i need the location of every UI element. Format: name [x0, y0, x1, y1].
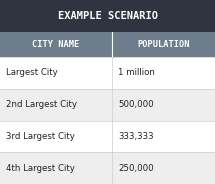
Text: POPULATION: POPULATION: [137, 40, 190, 49]
Text: Largest City: Largest City: [6, 68, 58, 77]
Bar: [0, 121, 215, 152]
Text: 1 million: 1 million: [118, 68, 155, 77]
Bar: [0, 89, 215, 121]
Bar: [0, 0, 215, 32]
Text: 500,000: 500,000: [118, 100, 154, 109]
Bar: [0, 152, 215, 184]
Text: CITY NAME: CITY NAME: [32, 40, 80, 49]
Text: 333,333: 333,333: [118, 132, 154, 141]
Text: 4th Largest City: 4th Largest City: [6, 164, 75, 173]
Text: 250,000: 250,000: [118, 164, 154, 173]
Text: EXAMPLE SCENARIO: EXAMPLE SCENARIO: [57, 11, 158, 21]
Bar: [0, 57, 215, 89]
Bar: [0, 32, 215, 57]
Text: 3rd Largest City: 3rd Largest City: [6, 132, 75, 141]
Text: 2nd Largest City: 2nd Largest City: [6, 100, 77, 109]
